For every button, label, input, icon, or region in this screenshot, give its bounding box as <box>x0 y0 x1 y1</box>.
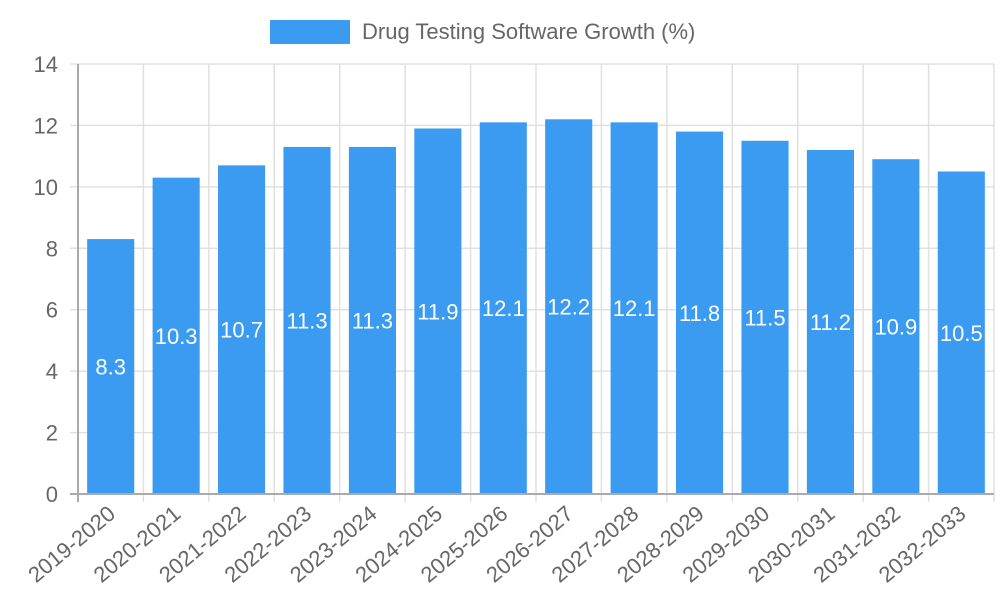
bar[interactable] <box>414 128 462 495</box>
bar-value-label: 12.2 <box>547 295 590 320</box>
bar[interactable] <box>610 122 658 494</box>
bar-value-label: 11.3 <box>286 308 327 333</box>
bar-value-label: 8.3 <box>95 355 126 380</box>
bar-value-label: 11.5 <box>744 305 785 330</box>
legend-swatch <box>270 20 350 44</box>
y-tick-label: 6 <box>46 298 58 323</box>
bar-value-label: 11.2 <box>810 310 851 335</box>
bar[interactable] <box>218 165 266 494</box>
grid-lines <box>70 63 995 502</box>
bar[interactable] <box>348 146 396 494</box>
bar-value-label: 10.7 <box>220 318 263 343</box>
bar[interactable] <box>87 239 135 494</box>
bars <box>87 119 985 495</box>
bar[interactable] <box>937 171 985 495</box>
x-axis-ticks: 2019-20202020-20212021-20222022-20232023… <box>23 501 970 588</box>
bar[interactable] <box>152 177 200 494</box>
bar-value-label: 12.1 <box>613 296 656 321</box>
bar[interactable] <box>283 146 331 494</box>
bar-value-label: 10.3 <box>155 324 198 349</box>
bar[interactable] <box>676 131 724 495</box>
y-tick-label: 4 <box>46 359 58 384</box>
bar-value-label: 11.8 <box>679 301 720 326</box>
bar-value-labels: 8.3 10.3 10.7 11.3 11.3 11.9 12.1 12.2 12.1 11.8 1… <box>95 295 982 380</box>
bar[interactable] <box>806 150 854 494</box>
legend[interactable]: Drug Testing Software Growth (%) <box>270 19 695 44</box>
bar[interactable] <box>545 119 593 495</box>
y-tick-label: 0 <box>46 482 58 507</box>
bar[interactable] <box>872 159 920 494</box>
y-tick-label: 8 <box>46 236 58 261</box>
legend-label: Drug Testing Software Growth (%) <box>362 19 695 44</box>
y-tick-label: 10 <box>34 175 58 200</box>
bar[interactable] <box>741 140 789 495</box>
bar-value-label: 12.1 <box>482 296 525 321</box>
y-axis-ticks: 0 2 4 6 8 10 12 14 <box>34 52 58 507</box>
y-tick-label: 14 <box>34 52 58 77</box>
bar-value-label: 10.9 <box>874 315 917 340</box>
bar-value-label: 11.9 <box>417 299 458 324</box>
y-tick-label: 12 <box>34 113 58 138</box>
y-tick-label: 2 <box>46 421 58 446</box>
bar-value-label: 10.5 <box>940 321 983 346</box>
bar-value-label: 11.3 <box>352 308 393 333</box>
axes <box>70 64 994 502</box>
bar[interactable] <box>479 122 527 494</box>
